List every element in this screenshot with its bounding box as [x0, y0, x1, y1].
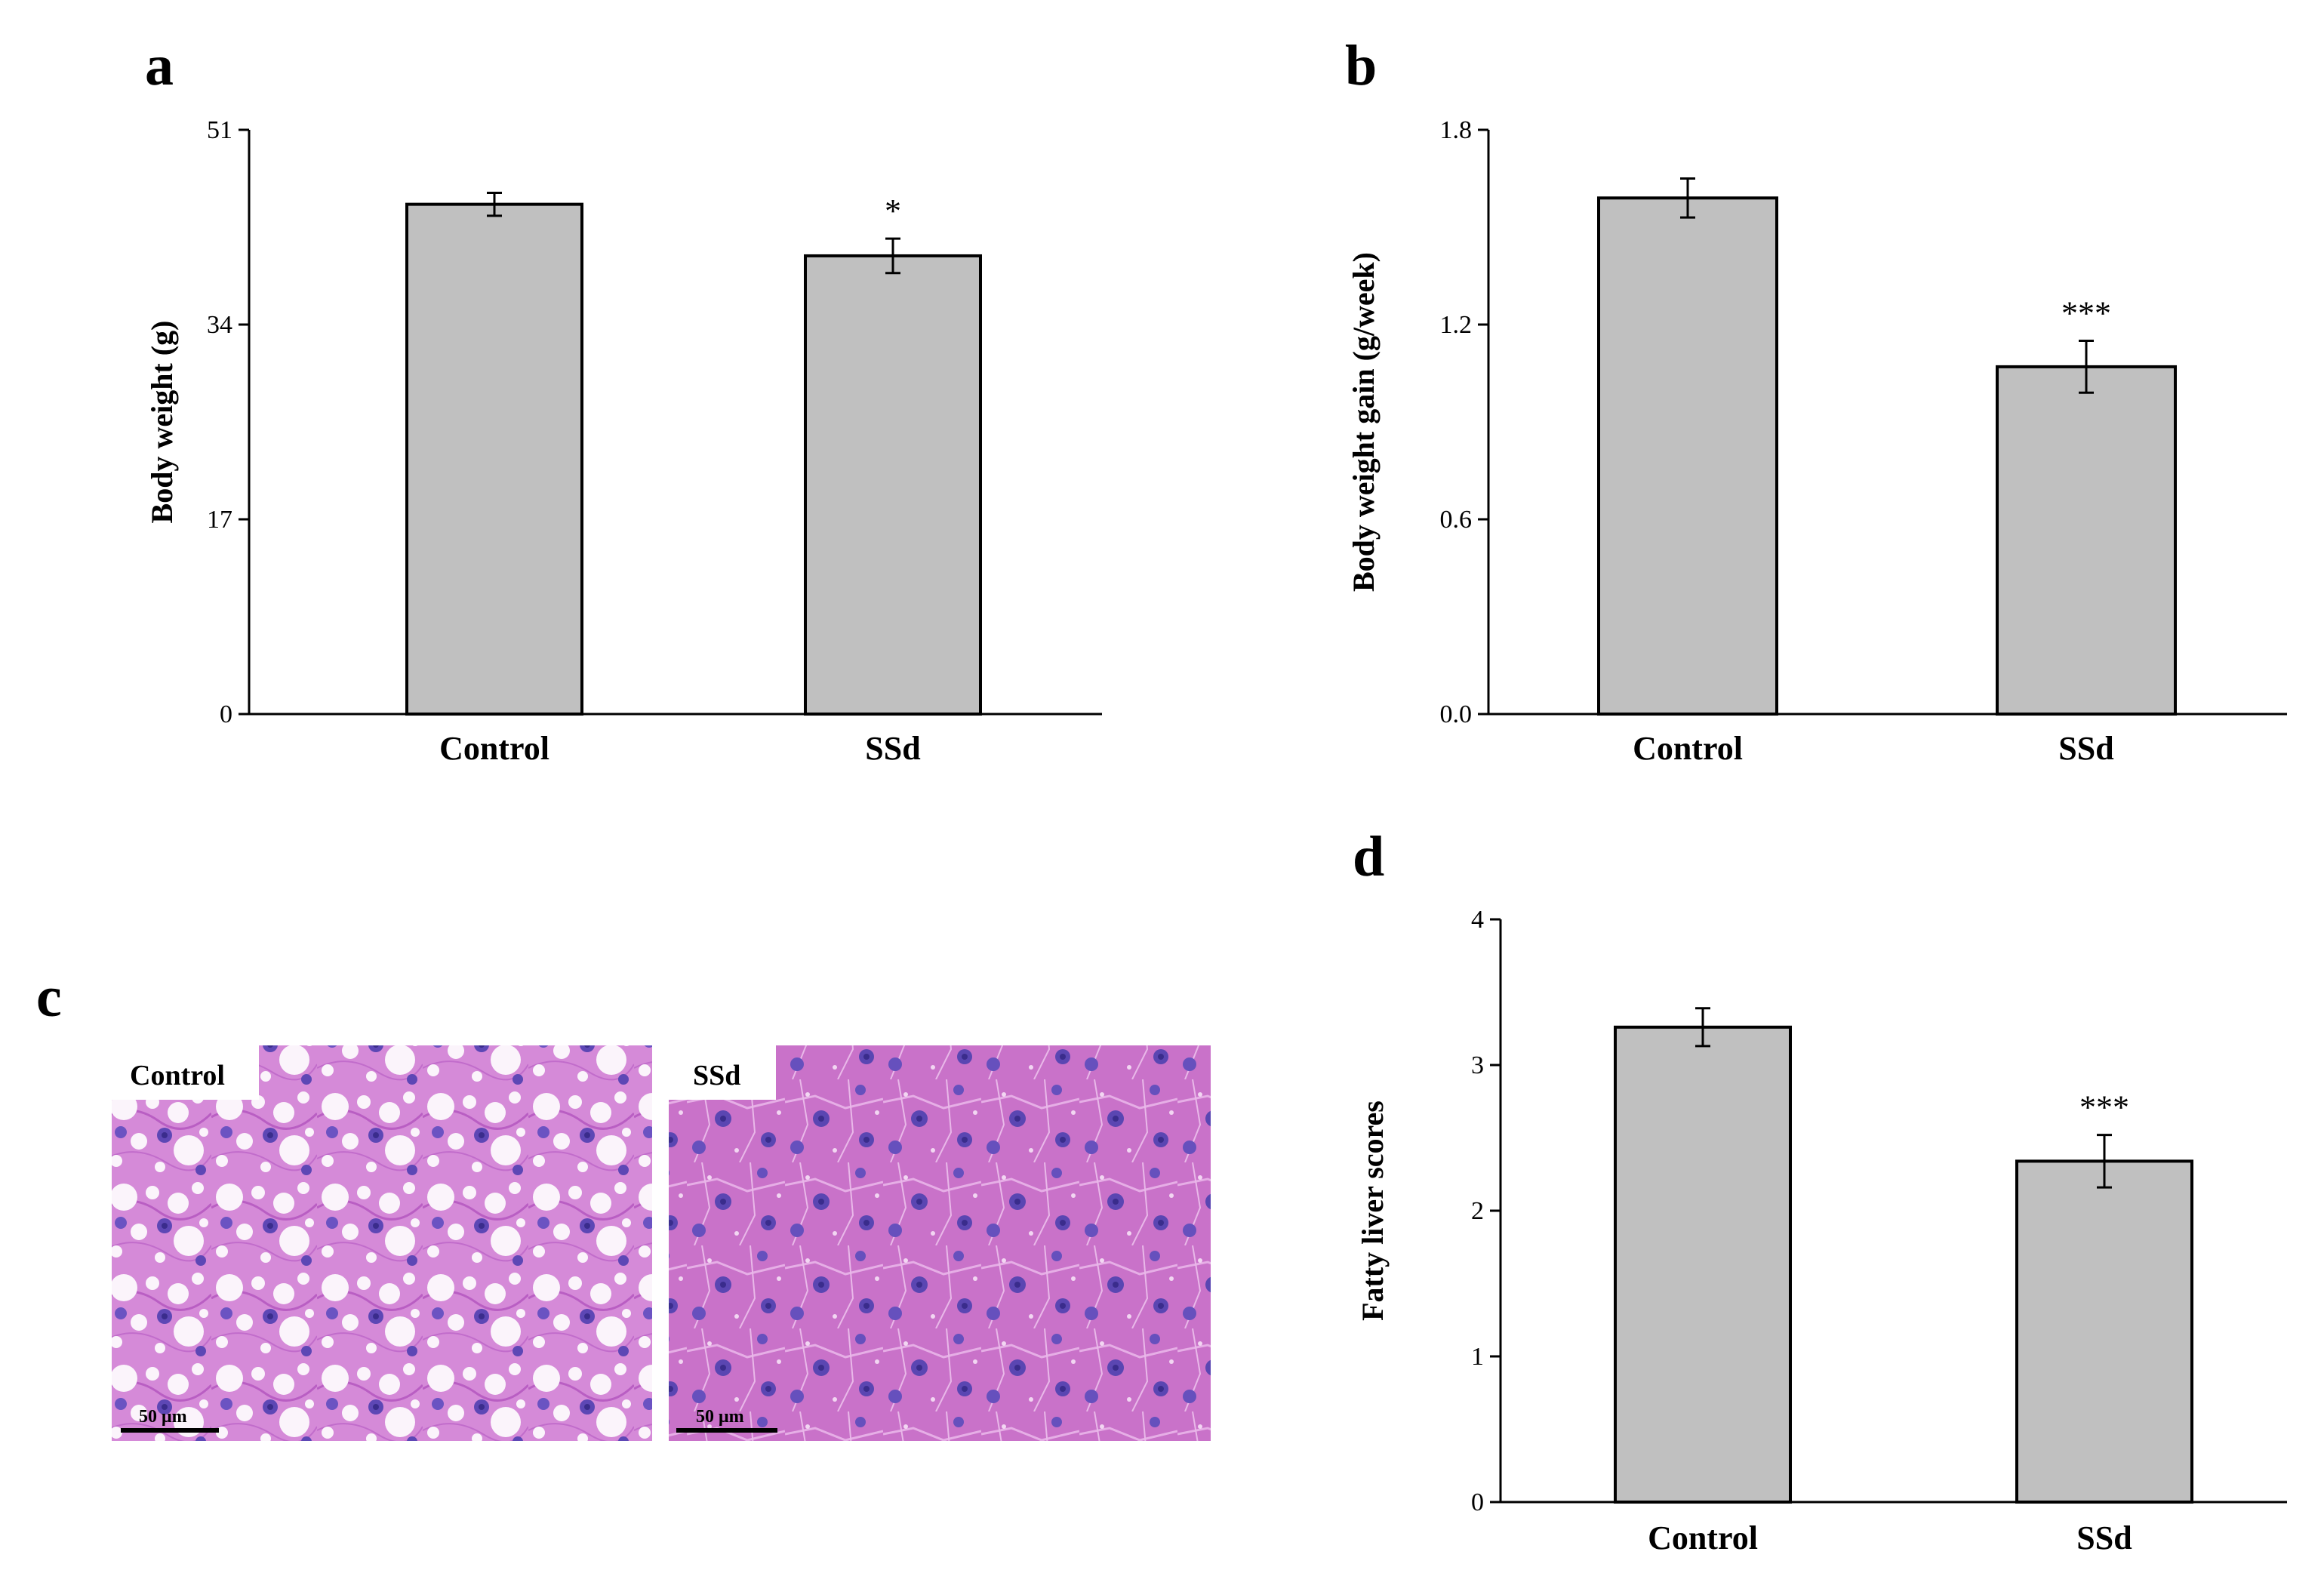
histology-ssd-label: SSd [693, 1060, 740, 1091]
panel-a-y-tick-label: 51 [207, 116, 232, 144]
panel-b-significance-ssd: *** [2061, 295, 2111, 332]
panel-d-significance-ssd: *** [2079, 1089, 2129, 1126]
panel-a-y-axis-title: Body weight (g) [145, 321, 179, 524]
panel-d-y-tick-label: 2 [1471, 1197, 1484, 1225]
panel-d-x-label-control: Control [1648, 1519, 1758, 1556]
panel-d-bar-control [1614, 1025, 1792, 1504]
panel-c-letter: c [36, 965, 62, 1029]
panel-a-bar-ssd [804, 254, 982, 716]
panel-d-y-axis-title: Fatty liver scores [1356, 1101, 1390, 1321]
panel-a-significance-ssd: * [885, 192, 901, 229]
chart-body-weight: Body weight (g) 0 17 34 51 Control * SSd [145, 116, 1102, 767]
panel-d-y-tick-label: 0 [1471, 1488, 1484, 1516]
panel-b-y-tick-label: 1.8 [1440, 116, 1473, 144]
panel-b-y-axis-title: Body weight gain (g/week) [1347, 252, 1381, 592]
panel-d-letter: d [1353, 825, 1384, 888]
histology-ssd-image: SSd 50 μm [669, 1045, 1211, 1441]
panel-a-x-label-ssd: SSd [865, 730, 920, 767]
panel-b-y-tick-label: 0.0 [1440, 700, 1473, 728]
scale-bar-control-label: 50 μm [139, 1407, 187, 1427]
panel-a-bar-control [405, 202, 583, 716]
panel-a-y-tick-label: 0 [220, 700, 232, 728]
panel-b-x-label-control: Control [1633, 730, 1743, 767]
panel-b-bar-control [1597, 196, 1778, 716]
panel-b-x-label-ssd: SSd [2058, 730, 2113, 767]
panel-d-y-tick-label: 3 [1471, 1051, 1484, 1079]
chart-fatty-liver-scores: Fatty liver scores 0 1 2 3 4 Control *** SSd [1356, 906, 2287, 1556]
panel-a-y-tick-label: 34 [207, 311, 232, 339]
panel-b-letter: b [1345, 34, 1377, 97]
panel-d-x-label-ssd: SSd [2076, 1519, 2132, 1556]
scale-bar-ssd-label: 50 μm [696, 1407, 744, 1427]
panel-b-y-tick-label: 1.2 [1440, 311, 1473, 339]
histology-control-image: Control 50 μm [112, 1045, 652, 1441]
panel-a-x-label-control: Control [439, 730, 549, 767]
panel-a-y-tick-label: 17 [207, 506, 232, 534]
panel-b-y-tick-label: 0.6 [1440, 506, 1473, 534]
histology-control-label: Control [130, 1060, 225, 1091]
panel-d-y-tick-label: 4 [1471, 906, 1484, 934]
panel-d-bar-ssd [2015, 1159, 2193, 1504]
panel-d-y-tick-label: 1 [1471, 1343, 1484, 1371]
chart-body-weight-gain: Body weight gain (g/week) 0.0 0.6 1.2 1.8 Con… [1347, 116, 2287, 767]
panel-a-letter: a [145, 34, 174, 97]
panel-b-bar-ssd [1996, 365, 2177, 716]
